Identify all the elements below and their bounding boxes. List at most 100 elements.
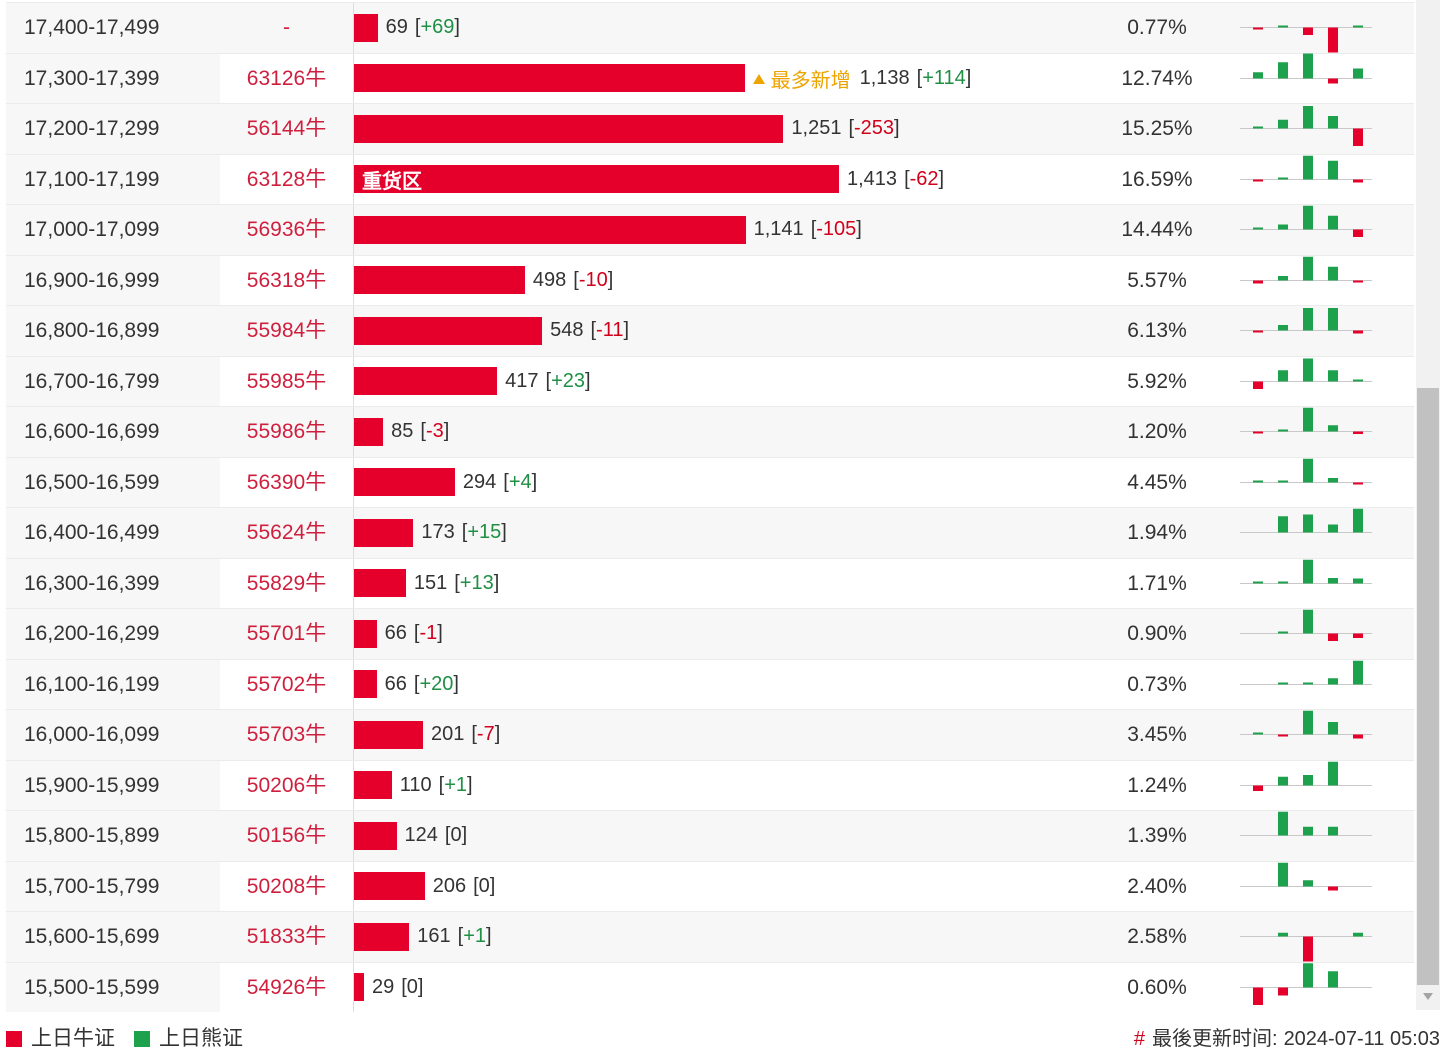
count-label: 66 +20	[385, 673, 459, 696]
trend-bar	[1303, 774, 1313, 785]
count-label: 1,251 -253	[791, 117, 899, 140]
warrant-code-link[interactable]: 55984牛	[246, 319, 327, 342]
count-bar-cell: 498 -10	[353, 255, 1068, 305]
count-change: +114	[917, 67, 972, 90]
percentage-cell: 1.71%	[1127, 571, 1187, 595]
warrant-code-link[interactable]: 51833牛	[246, 925, 327, 948]
trend-bar	[1303, 962, 1313, 987]
percentage-cell: 5.57%	[1127, 268, 1187, 292]
count-change: -11	[590, 319, 629, 342]
percentage-cell: 15.25%	[1121, 117, 1193, 140]
count-bar	[354, 619, 377, 648]
table-row: 17,000-17,099 56936牛 1,141 -105 14.44%	[6, 204, 1414, 255]
count-label: 161 +1	[417, 925, 491, 948]
trend-bar	[1278, 682, 1288, 684]
trend-sparkline	[1240, 559, 1372, 584]
count-change: +69	[415, 16, 460, 39]
scroll-down-arrow-icon[interactable]	[1423, 993, 1433, 1000]
warrant-code-link[interactable]: 56318牛	[246, 268, 327, 292]
price-range-cell: 15,800-15,899	[6, 811, 220, 861]
count-bar-cell: 2060	[353, 861, 1068, 911]
scrollbar-thumb[interactable]	[1417, 388, 1439, 985]
warrant-code-link[interactable]: 55829牛	[246, 571, 327, 595]
outstanding-count: 69	[385, 16, 408, 39]
warrant-code-link[interactable]: 55701牛	[246, 622, 327, 645]
trend-bar	[1253, 732, 1263, 735]
legend-label-bull: 上日牛证	[31, 1027, 115, 1050]
trend-bar	[1278, 119, 1288, 129]
count-change: +23	[546, 370, 591, 393]
trend-bar	[1303, 936, 1313, 962]
outstanding-count: 161	[417, 925, 451, 948]
trend-bar	[1253, 581, 1263, 583]
count-bar	[354, 114, 784, 143]
count-label: 110 +1	[400, 774, 473, 797]
count-change: -1	[414, 622, 443, 645]
trend-bar	[1328, 761, 1338, 785]
outstanding-count: 206	[432, 874, 467, 897]
count-bar	[354, 417, 384, 446]
percentage-cell: 0.90%	[1127, 622, 1187, 645]
trend-bar	[1328, 577, 1338, 583]
price-range-cell: 15,600-15,699	[6, 912, 220, 962]
trend-bar	[1353, 633, 1363, 638]
warrant-code-link[interactable]: 55624牛	[246, 521, 327, 544]
warrant-code-link[interactable]: 54926牛	[246, 975, 327, 999]
trend-sparkline	[1240, 761, 1372, 791]
price-range-cell: 16,600-16,699	[6, 407, 220, 457]
count-bar-cell: 201 -7	[353, 710, 1068, 760]
trend-bar	[1328, 78, 1338, 83]
warrant-code-link[interactable]: 50206牛	[246, 773, 327, 797]
trend-bar	[1253, 480, 1263, 482]
count-bar	[354, 670, 377, 699]
percentage-cell: 4.45%	[1127, 470, 1187, 494]
count-bar-cell: 173 +15	[353, 508, 1068, 558]
trend-bar	[1328, 116, 1338, 129]
trend-bar	[1303, 358, 1313, 381]
trend-sparkline	[1240, 358, 1372, 389]
count-bar-cell: 161 +1	[353, 912, 1068, 962]
trend-bar	[1278, 776, 1288, 785]
trend-bar	[1278, 581, 1288, 583]
warrant-code-link[interactable]: 56390牛	[246, 470, 327, 494]
trend-sparkline	[1240, 205, 1372, 237]
warrant-code-link[interactable]: 56936牛	[246, 218, 327, 241]
warrant-code-link[interactable]: 50208牛	[246, 874, 327, 898]
price-range-cell: 17,100-17,199	[6, 154, 220, 204]
warrant-code-link[interactable]: 55985牛	[246, 369, 327, 393]
trend-bar	[1278, 325, 1288, 331]
count-bar-cell: 重货区 1,413 -62	[353, 154, 1068, 204]
count-bar-cell: 1,251 -253	[353, 104, 1068, 154]
warrant-code-link[interactable]: 63128牛	[246, 167, 327, 191]
warrant-code-link[interactable]: 55986牛	[246, 420, 327, 443]
warrant-code-link[interactable]: 55702牛	[246, 672, 327, 696]
count-label: 201 -7	[431, 723, 500, 746]
trend-bar	[1303, 682, 1313, 684]
trend-bar	[1253, 987, 1263, 1005]
count-change-value: +20	[419, 672, 454, 695]
warrant-code-link[interactable]: 55703牛	[246, 723, 327, 746]
outstanding-count: 151	[413, 571, 448, 594]
trend-bar	[1278, 480, 1288, 482]
trend-bar	[1303, 308, 1313, 331]
warrant-code-link[interactable]: 63126牛	[246, 66, 327, 90]
count-change: -7	[471, 723, 500, 746]
trend-bar	[1353, 734, 1363, 739]
count-bar	[354, 821, 397, 850]
price-range-cell: 17,400-17,499	[6, 3, 220, 53]
warrant-code-link[interactable]: 56144牛	[246, 117, 327, 140]
count-label: 29 0	[372, 976, 424, 999]
percentage-cell: 1.94%	[1127, 521, 1187, 544]
trend-bar	[1278, 224, 1288, 230]
trend-bar	[1353, 25, 1363, 28]
trend-bar	[1278, 631, 1288, 634]
count-change-value: 0	[478, 874, 490, 897]
most-added-tag: 最多新增	[770, 69, 851, 92]
trend-bar	[1353, 660, 1363, 684]
trend-bar	[1353, 379, 1363, 381]
warrant-code-link[interactable]: 50156牛	[246, 824, 327, 847]
table-row: 16,500-16,599 56390牛 294 +4 4.45%	[6, 456, 1414, 507]
count-change-value: -253	[854, 117, 895, 140]
vertical-scrollbar[interactable]	[1416, 0, 1440, 1010]
table-row: 17,400-17,499 - 69 +69 0.77%	[6, 2, 1414, 53]
